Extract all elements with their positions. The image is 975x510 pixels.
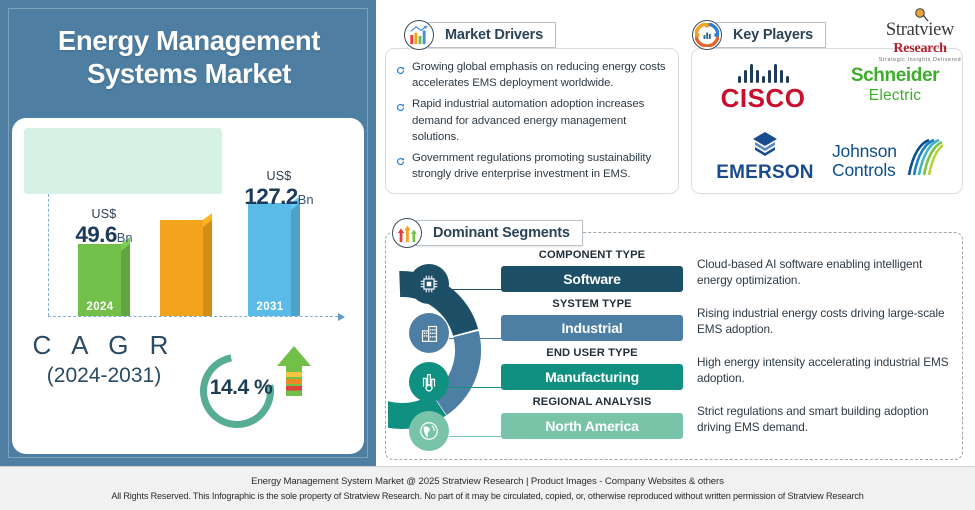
stratview-line2: Research [893,41,947,56]
key-players-box: CISCO Schneider Electric EMERSON Johnson… [691,48,963,194]
driver-text: Government regulations promoting sustain… [412,151,652,181]
driver-text: Rapid industrial automation adoption inc… [412,98,645,143]
segment-connector [449,338,503,340]
dominant-segments-header: Dominant Segments [392,218,583,248]
cagr-years: (2024-2031) [46,364,162,387]
johnson-line1: Johnson [832,141,897,162]
refresh-circle-icon [396,153,405,182]
segment-row-end-user-type: END USER TYPE Manufacturing High energy … [385,347,963,404]
segment-row-regional-analysis: REGIONAL ANALYSIS North America Strict r… [385,396,963,453]
johnson-controls-mark-icon [903,137,944,184]
bar-2024-currency: US$ [91,207,117,221]
bar-middle-side [203,220,212,316]
left-panel-border [8,8,368,458]
bar-middle-face [160,220,204,316]
bar-2031-value: 127.2 [244,183,298,209]
segment-row-system-type: SYSTEM TYPE Industrial Rising industrial… [385,298,963,355]
logo-schneider-electric: Schneider Electric [832,65,958,105]
emerson-wordmark: EMERSON [716,162,814,183]
market-drivers-header: Market Drivers [404,20,556,50]
driver-text: Growing global emphasis on reducing ener… [412,61,666,90]
stratview-research-logo: Stratview Research Strategic Insights De… [868,8,972,63]
key-players-header: Key Players [692,20,827,50]
market-drivers-label: Market Drivers [428,22,556,48]
market-forecast-card: Market Forecast 2024 US$ 49.6Bn [12,118,364,454]
segment-description: Cloud-based AI software enabling intelli… [697,257,923,288]
cagr-label: C A G R [32,330,176,360]
bar-2024-side [121,244,130,316]
bar-2031-unit: Bn [297,191,314,207]
refresh-circle-icon [396,62,405,91]
cagr-pill-background [24,128,222,194]
segment-description: Rising industrial energy costs driving l… [697,306,945,337]
cisco-wordmark: CISCO [720,83,806,113]
driver-item: Rapid industrial automation adoption inc… [396,96,670,145]
key-players-label: Key Players [716,22,827,48]
segment-description: High energy intensity accelerating indus… [697,355,949,386]
segment-connector [449,436,503,438]
cisco-bars-icon [702,61,824,83]
segment-description: Strict regulations and smart building ad… [697,404,929,435]
bar-chart-arrow-icon [404,20,434,50]
stratview-tagline: Strategic Insights Delivered [878,57,962,63]
chip-icon [409,264,449,304]
dominant-segments-label: Dominant Segments [416,220,583,246]
market-drivers-box: Growing global emphasis on reducing ener… [385,48,679,194]
footer: Energy Management System Market @ 2025 S… [0,466,975,510]
segment-connector [449,387,503,389]
bar-2031-face [248,203,292,316]
cagr-percent: 14.4 % [209,376,273,399]
stratview-line1: Stratview [885,20,955,40]
segment-title: COMPONENT TYPE [538,249,646,261]
chart-x-axis [48,312,345,321]
bar-2031-year: 2031 [256,301,284,313]
chart-y-axis [44,168,53,316]
segment-connector [449,289,503,291]
bar-2031-value-label: US$ 127.2Bn [226,168,332,209]
bar-2031-side [291,203,300,316]
schneider-line1: Schneider [850,65,940,86]
logo-emerson: EMERSON [704,131,826,184]
segment-row-component-type: COMPONENT TYPE Software Cloud-based AI s… [385,249,963,306]
stratview-mark-icon [868,8,972,22]
segment-value-pill: North America [501,413,683,439]
footer-rights-line: All Rights Reserved. This Infographic is… [111,491,864,501]
bar-2024-year: 2024 [86,301,114,313]
factory-icon [409,313,449,353]
bar-2024-value: 49.6 [75,221,117,247]
logo-cisco: CISCO [702,61,824,114]
forecast-bar-chart: 2024 US$ 49.6Bn 2031 US$ 127.2Bn [30,168,346,334]
segment-value-pill: Manufacturing [501,364,683,390]
footer-copyright-line: Energy Management System Market @ 2025 S… [251,476,724,487]
bar-2024-unit: Bn [116,229,133,245]
driver-item: Government regulations promoting sustain… [396,150,670,182]
schneider-line2: Electric [868,87,922,104]
bar-2031-currency: US$ [266,169,292,183]
globe-icon [409,411,449,451]
segment-title: SYSTEM TYPE [552,298,632,310]
driver-item: Growing global emphasis on reducing ener… [396,59,670,91]
segment-title: END USER TYPE [546,347,638,359]
segment-value-pill: Software [501,266,683,292]
bar-2024-face [78,244,122,316]
up-arrow-icon [274,344,314,404]
page-title: Energy Management Systems Market [57,25,321,89]
emerson-mark-icon [751,132,779,161]
refresh-circle-icon [396,99,405,145]
bar-2024-value-label: US$ 49.6Bn [58,206,150,247]
industry-gear-icon [409,362,449,402]
growth-bars-icon [392,218,422,248]
dominant-segments-panel [385,232,963,460]
segment-value-pill: Industrial [501,315,683,341]
johnson-line2: Controls [832,159,896,180]
logo-johnson-controls: Johnson Controls [832,137,958,184]
pie-chart-icon [692,20,722,50]
segment-title: REGIONAL ANALYSIS [532,396,652,408]
